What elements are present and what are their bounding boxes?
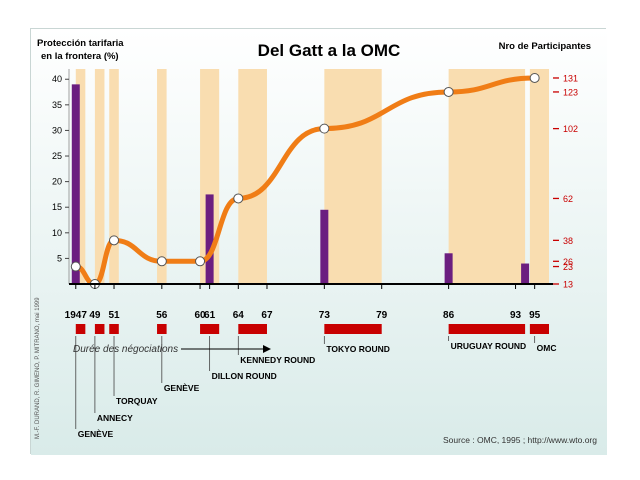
duration-bar <box>109 324 119 334</box>
negotiation-band <box>109 69 119 284</box>
year-label: 56 <box>156 310 168 321</box>
source-text: Source : OMC, 1995 ; http://www.wto.org <box>443 435 597 445</box>
left-tick-label: 5 <box>57 253 62 263</box>
left-axis-title-line-1: Protección tarifaria <box>37 38 124 49</box>
round-label: GENÈVE <box>78 429 114 439</box>
right-tick-label: 23 <box>563 262 573 272</box>
round-label: KENNEDY ROUND <box>240 355 315 365</box>
negotiation-band <box>157 69 167 284</box>
tariff-bar <box>521 263 530 284</box>
left-tick-label: 20 <box>52 177 62 187</box>
year-label: 1947 <box>65 310 88 321</box>
negotiation-band <box>529 69 549 284</box>
tariff-bar <box>71 84 80 284</box>
negotiation-band <box>448 69 526 284</box>
participants-line <box>73 75 538 287</box>
right-tick-label: 123 <box>563 87 578 97</box>
participants-point <box>319 123 330 134</box>
left-tick-label: 15 <box>52 202 62 212</box>
participants-point <box>529 72 540 83</box>
left-axis-title: Protección tarifaria en la frontera (%) <box>37 38 124 62</box>
right-tick-label: 102 <box>563 124 578 134</box>
year-label: 49 <box>89 310 101 321</box>
duration-legend-text: Durée des négociations <box>73 344 178 355</box>
chart-title: Del Gatt a la OMC <box>258 41 401 60</box>
year-label: 61 <box>204 310 216 321</box>
round-label: URUGUAY ROUND <box>451 341 527 351</box>
participants-point <box>233 193 244 204</box>
negotiation-band <box>200 69 220 284</box>
participants-point <box>443 86 454 97</box>
tariff-bar <box>444 253 453 284</box>
negotiation-band <box>324 69 382 284</box>
duration-bar <box>448 324 526 334</box>
left-axis-title-line-2: en la frontera (%) <box>41 51 119 62</box>
year-label: 86 <box>443 310 455 321</box>
tariff-bar <box>205 194 214 284</box>
year-label: 95 <box>529 310 541 321</box>
right-tick-label: 13 <box>563 280 573 290</box>
duration-bar <box>157 324 167 334</box>
participants-point <box>195 256 206 267</box>
round-label: GENÈVE <box>164 383 200 393</box>
credit-text: M.-F. DURAND, R. GIMENO, P. MITRANO, mai… <box>35 297 41 439</box>
tariff-bar <box>320 209 329 284</box>
year-label: 64 <box>233 310 245 321</box>
duration-bar <box>200 324 220 334</box>
duration-legend-arrowhead <box>263 345 271 353</box>
left-tick-label: 25 <box>52 151 62 161</box>
left-tick-label: 30 <box>52 125 62 135</box>
round-label: DILLON ROUND <box>212 371 277 381</box>
chart-frame: 5 10 15 20 25 30 35 40 13 23 26 38 62 102 123 131 1947 49… <box>30 28 607 455</box>
year-label: 67 <box>261 310 273 321</box>
participants-point <box>70 261 81 272</box>
round-label: TORQUAY <box>116 396 158 406</box>
year-label: 79 <box>376 310 388 321</box>
round-label: OMC <box>537 343 557 353</box>
duration-bar <box>75 324 86 334</box>
round-label: ANNECY <box>97 413 133 423</box>
negotiation-band <box>238 69 267 284</box>
year-label: 60 <box>194 310 206 321</box>
right-tick-label: 38 <box>563 236 573 246</box>
left-tick-label: 10 <box>52 228 62 238</box>
negotiation-band <box>94 69 105 284</box>
duration-bar <box>529 324 549 334</box>
right-axis-title: Nro de Participantes <box>499 41 591 52</box>
year-label: 93 <box>510 310 522 321</box>
right-tick-label: 62 <box>563 194 573 204</box>
negotiation-band <box>75 69 86 284</box>
year-label: 73 <box>319 310 331 321</box>
participants-point <box>109 235 120 246</box>
duration-bar <box>238 324 267 334</box>
duration-bar <box>324 324 382 334</box>
year-label: 51 <box>108 310 120 321</box>
duration-bar <box>94 324 105 334</box>
right-tick-label: 131 <box>563 73 578 83</box>
left-tick-label: 35 <box>52 100 62 110</box>
participants-point <box>156 256 167 267</box>
left-tick-label: 40 <box>52 74 62 84</box>
round-label: TOKYO ROUND <box>326 344 390 354</box>
right-tick-label: 26 <box>563 257 573 267</box>
